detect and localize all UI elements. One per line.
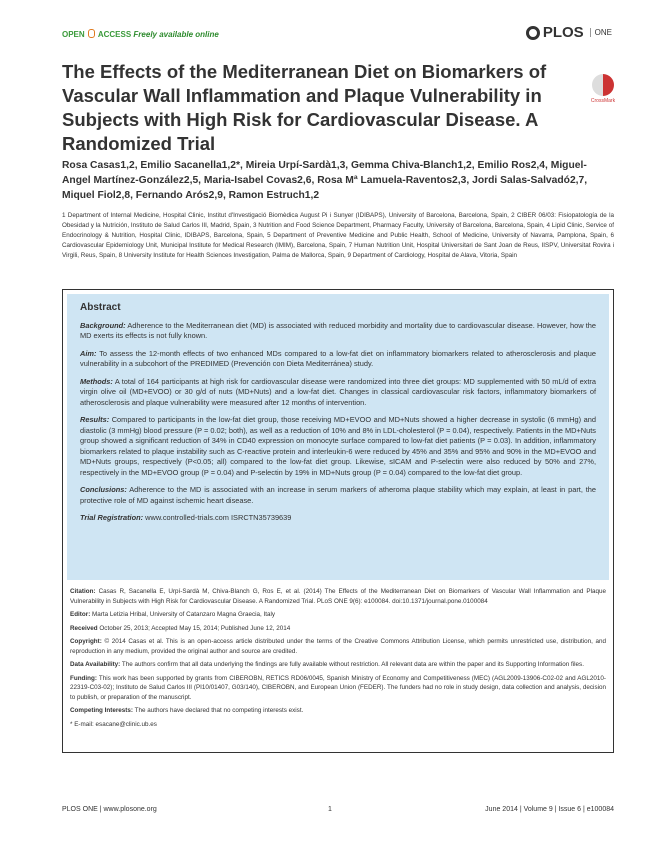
metadata-item-text: © 2014 Casas et al. This is an open-acce… — [70, 638, 606, 655]
metadata-item: Received October 25, 2013; Accepted May … — [70, 624, 606, 634]
abstract-section-text: Adherence to the MD is associated with a… — [80, 485, 596, 505]
metadata-item: * E-mail: esacane@clinic.ub.es — [70, 720, 606, 730]
footer-journal: PLOS ONE | www.plosone.org — [62, 806, 157, 813]
abstract-section-text: Compared to participants in the low-fat … — [80, 415, 596, 477]
article-title: The Effects of the Mediterranean Diet on… — [62, 61, 547, 154]
metadata-item: Editor: Marta Letizia Hribal, University… — [70, 610, 606, 620]
abstract-section-text: To assess the 12-month effects of two en… — [80, 348, 596, 369]
footer-issue: June 2014 | Volume 9 | Issue 6 | e100084 — [485, 806, 614, 813]
metadata-item-label: Copyright: — [70, 638, 102, 645]
freely-available-text: Freely available online — [133, 30, 219, 39]
abstract-section-text: A total of 164 participants at high risk… — [80, 376, 596, 407]
metadata-item-label: Competing Interests: — [70, 707, 133, 714]
abstract-box: Abstract Background: Adherence to the Me… — [62, 289, 614, 753]
abstract-panel: Abstract Background: Adherence to the Me… — [67, 294, 609, 580]
metadata-item-text: The authors have declared that no compet… — [132, 707, 304, 714]
metadata-item-label: Received — [70, 624, 98, 632]
metadata-item-text: Marta Letizia Hribal, University of Cata… — [90, 611, 276, 618]
metadata-item-label: Data Availability: — [70, 661, 121, 668]
metadata-item-text: This work has been supported by grants f… — [70, 674, 606, 701]
metadata-item-text: October 25, 2013; Accepted May 15, 2014;… — [97, 624, 291, 632]
metadata-item: Competing Interests: The authors have de… — [70, 706, 606, 716]
crossmark-icon — [592, 74, 614, 96]
metadata-item-text: The authors confirm that all data underl… — [120, 661, 584, 668]
open-access-label: OPEN ACCESS Freely available online — [62, 29, 219, 39]
crossmark-badge[interactable]: CrossMark — [588, 74, 618, 104]
metadata-item-label: Funding: — [70, 674, 97, 682]
metadata-item: Citation: Casas R, Sacanella E, Urpí-Sar… — [70, 587, 606, 606]
metadata-item: Copyright: © 2014 Casas et al. This is a… — [70, 637, 606, 656]
abstract-section: Results: Compared to participants in the… — [80, 415, 596, 478]
abstract-section: Methods: A total of 164 participants at … — [80, 377, 596, 409]
open-lock-icon — [87, 29, 95, 38]
abstract-section-label: Aim: — [80, 348, 97, 358]
metadata-item: Data Availability: The authors confirm t… — [70, 660, 606, 670]
metadata-item-label: Citation: — [70, 588, 96, 595]
metadata-item-text: Casas R, Sacanella E, Urpí-Sardà M, Chiv… — [70, 588, 606, 605]
abstract-section-text: www.controlled-trials.com ISRCTN35739639 — [143, 513, 292, 522]
abstract-section-label: Results: — [80, 415, 110, 424]
metadata-item-text: * E-mail: esacane@clinic.ub.es — [70, 720, 157, 728]
abstract-section: Trial Registration: www.controlled-trial… — [80, 513, 596, 524]
article-metadata: Citation: Casas R, Sacanella E, Urpí-Sar… — [70, 587, 606, 733]
abstract-section-label: Conclusions: — [80, 485, 127, 494]
crossmark-label: CrossMark — [590, 98, 616, 104]
logo-text: PLOS — [542, 24, 584, 41]
abstract-section: Aim: To assess the 12-month effects of t… — [80, 349, 596, 370]
abstract-section-label: Methods: — [80, 376, 113, 386]
abstract-section-label: Trial Registration: — [80, 513, 144, 522]
affiliations: 1 Department of Internal Medicine, Hospi… — [62, 212, 614, 259]
abstract-heading: Abstract — [80, 302, 121, 313]
metadata-item-label: Editor: — [70, 611, 91, 618]
plos-logo-icon — [525, 25, 540, 40]
author-list: Rosa Casas1,2, Emilio Sacanella1,2*, Mir… — [62, 160, 588, 201]
metadata-item: Funding: This work has been supported by… — [70, 674, 606, 703]
logo-sub: ONE — [589, 28, 612, 37]
abstract-section-label: Background: — [80, 320, 126, 330]
abstract-section: Conclusions: Adherence to the MD is asso… — [80, 485, 596, 506]
page-number: 1 — [328, 806, 332, 813]
open-text: OPEN — [62, 30, 85, 39]
plos-one-logo: PLOS ONE — [525, 24, 612, 41]
abstract-section-text: Adherence to the Mediterranean diet (MD)… — [80, 320, 596, 341]
access-text: ACCESS — [97, 30, 132, 39]
abstract-section: Background: Adherence to the Mediterrane… — [80, 321, 596, 342]
